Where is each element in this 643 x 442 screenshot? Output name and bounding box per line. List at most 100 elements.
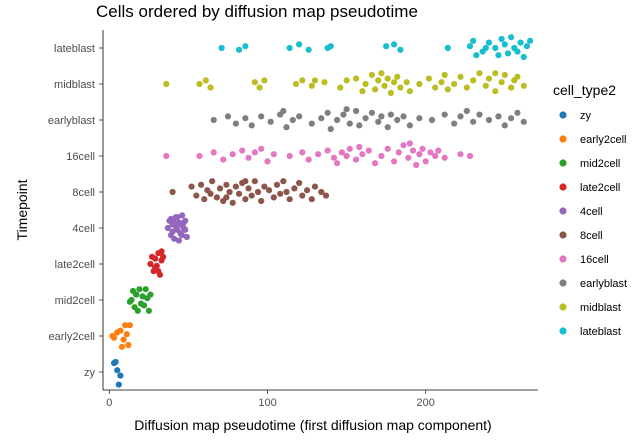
point-earlyblast-13: [324, 109, 331, 116]
point-8cell-2: [193, 192, 200, 199]
point-earlyblast-34: [463, 107, 470, 115]
point-earlyblast-2: [232, 120, 239, 127]
point-4cell-20: [177, 221, 184, 228]
point-mid2cell-13: [147, 291, 154, 298]
point-16cell-9: [264, 158, 271, 165]
point-16cell-32: [419, 145, 426, 152]
legend-label-lateblast: lateblast: [580, 326, 621, 338]
point-late2cell-0: [147, 260, 154, 268]
point-16cell-2: [210, 149, 217, 156]
point-8cell-22: [261, 183, 268, 190]
point-16cell-34: [427, 149, 434, 156]
legend-key-zy: [559, 111, 567, 119]
point-earlyblast-29: [416, 115, 423, 122]
point-lateblast-23: [526, 37, 534, 44]
point-lateblast-27: [492, 44, 499, 52]
legend-key-4cell: [559, 207, 567, 215]
legend-label-8cell: 8cell: [580, 230, 603, 242]
point-8cell-7: [213, 194, 220, 201]
point-midblast-27: [406, 88, 413, 95]
point-earlyblast-33: [457, 113, 464, 120]
point-earlyblast-20: [362, 115, 369, 122]
point-8cell-36: [318, 188, 325, 196]
point-lateblast-5: [305, 46, 312, 53]
legend-key-earlyblast: [559, 279, 567, 287]
point-mid2cell-11: [134, 307, 141, 314]
point-midblast-23: [390, 79, 398, 86]
legend: cell_type2 zy early2cell mid2cell late2cell…: [553, 82, 627, 338]
point-midblast-8: [299, 77, 306, 84]
point-16cell-19: [352, 156, 360, 163]
point-16cell-27: [400, 142, 407, 149]
point-earlyblast-8: [283, 124, 290, 131]
point-16cell-16: [330, 154, 338, 161]
point-4cell-0: [164, 224, 171, 232]
x-tick-label-200: 200: [417, 397, 435, 409]
point-midblast-35: [457, 73, 464, 80]
point-earlyblast-1: [224, 113, 232, 120]
point-earlyblast-18: [352, 107, 360, 115]
point-earlyblast-28: [406, 122, 413, 129]
legend-label-late2cell: late2cell: [580, 182, 620, 194]
point-lateblast-2: [242, 43, 249, 50]
point-midblast-42: [498, 79, 505, 86]
point-8cell-30: [291, 185, 298, 192]
point-lateblast-16: [495, 52, 502, 59]
point-earlyblast-6: [267, 118, 274, 125]
y-tick-label-midblast: midblast: [54, 79, 95, 91]
point-lateblast-15: [485, 39, 493, 46]
point-16cell-20: [359, 151, 366, 158]
point-earlyblast-39: [501, 122, 508, 129]
point-8cell-23: [265, 187, 273, 194]
point-early2cell-4: [120, 336, 127, 343]
x-axis-ticks: 0 100 200: [106, 390, 435, 409]
data-points: [109, 34, 534, 388]
y-tick-label-8cell: 8cell: [72, 187, 95, 199]
point-lateblast-12: [466, 43, 474, 50]
point-8cell-17: [245, 185, 252, 192]
point-lateblast-0: [218, 44, 225, 52]
point-16cell-5: [239, 147, 246, 154]
y-tick-label-16cell: 16cell: [66, 151, 95, 163]
point-16cell-43: [343, 152, 350, 160]
point-midblast-49: [311, 77, 319, 84]
legend-key-lateblast: [559, 327, 567, 335]
point-mid2cell-8: [129, 287, 137, 295]
point-16cell-41: [356, 143, 363, 151]
point-16cell-22: [371, 160, 379, 167]
point-midblast-44: [508, 84, 515, 91]
point-midblast-3: [207, 84, 214, 91]
legend-label-16cell: 16cell: [580, 254, 609, 266]
point-8cell-4: [201, 196, 208, 203]
point-16cell-13: [305, 156, 312, 163]
point-lateblast-26: [498, 35, 505, 43]
point-mid2cell-10: [142, 286, 149, 293]
point-midblast-30: [432, 84, 439, 91]
point-late2cell-3: [152, 255, 159, 262]
point-4cell-4: [171, 235, 178, 242]
legend-label-mid2cell: mid2cell: [580, 158, 620, 170]
point-earlyblast-25: [387, 111, 394, 118]
point-midblast-47: [520, 82, 527, 89]
point-8cell-39: [223, 194, 230, 201]
point-16cell-33: [422, 158, 429, 165]
point-lateblast-17: [501, 41, 508, 48]
point-16cell-25: [390, 158, 398, 165]
point-early2cell-3: [117, 327, 124, 334]
point-late2cell-11: [158, 248, 165, 255]
legend-label-4cell: 4cell: [580, 206, 603, 218]
y-tick-label-lateblast: lateblast: [54, 43, 95, 55]
point-lateblast-22: [523, 43, 531, 50]
point-midblast-43: [501, 71, 508, 79]
point-lateblast-9: [390, 41, 398, 48]
point-earlyblast-5: [258, 113, 265, 120]
point-midblast-46: [514, 73, 521, 80]
legend-key-mid2cell: [559, 159, 567, 167]
point-early2cell-6: [125, 341, 132, 349]
point-midblast-19: [378, 70, 385, 77]
y-tick-label-4cell: 4cell: [72, 223, 95, 235]
y-axis-ticks: zy early2cell mid2cell late2cell 4cell 8cell 1…: [48, 43, 103, 379]
point-midblast-24: [394, 73, 401, 80]
point-earlyblast-19: [356, 122, 363, 129]
point-lateblast-11: [444, 44, 451, 52]
